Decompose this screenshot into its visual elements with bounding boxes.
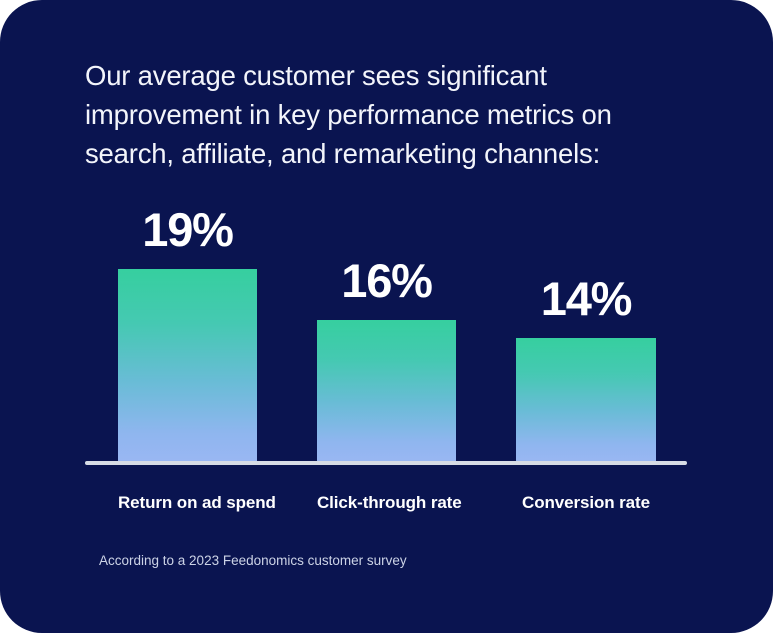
- chart-footnote: According to a 2023 Feedonomics customer…: [99, 553, 407, 568]
- category-label-conversion-rate: Conversion rate: [522, 493, 650, 512]
- bar-group-click-through-rate: 16%: [317, 190, 456, 463]
- category-label-click-through-rate: Click-through rate: [317, 493, 462, 512]
- chart-title: Our average customer sees significant im…: [85, 60, 612, 169]
- bar-value-label: 19%: [142, 203, 234, 256]
- chart-plot-area: 19% 16% 14%: [85, 190, 687, 463]
- chart-baseline-axis: [85, 461, 687, 465]
- category-label-return-on-ad-spend: Return on ad spend: [118, 493, 276, 512]
- bar-rect: [516, 338, 656, 463]
- bar-value-label: 16%: [341, 254, 433, 307]
- bar-rect: [118, 269, 257, 463]
- bar-group-return-on-ad-spend: 19%: [118, 190, 257, 463]
- bar-group-conversion-rate: 14%: [516, 190, 656, 463]
- bar-value-label: 14%: [540, 272, 633, 325]
- bar-rect: [317, 320, 456, 463]
